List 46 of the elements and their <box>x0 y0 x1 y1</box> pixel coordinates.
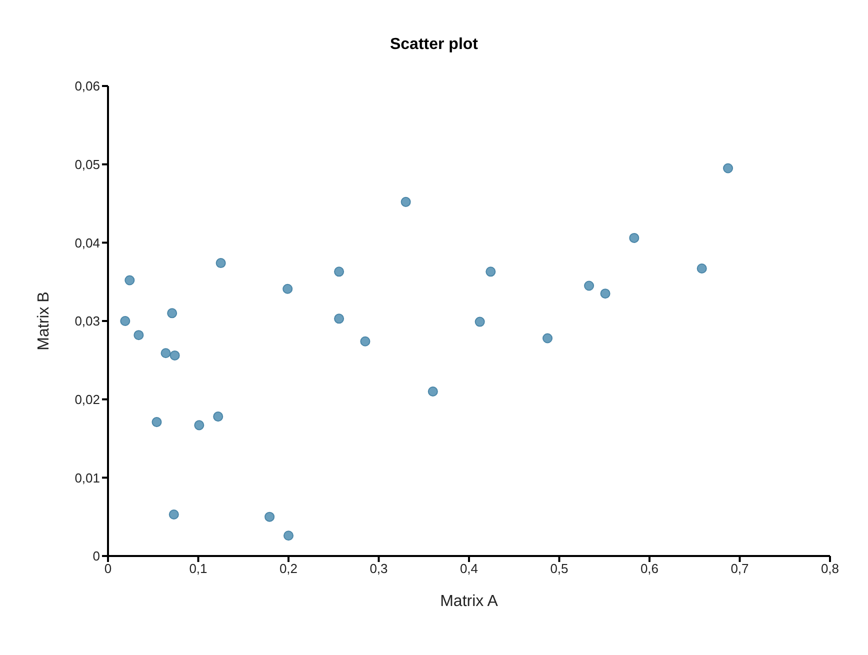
point <box>168 509 179 520</box>
y-tick-label: 0,06 <box>74 78 100 94</box>
point <box>629 232 640 243</box>
point <box>170 350 180 360</box>
x-tick-label: 0,1 <box>189 561 208 576</box>
x-tick-label: 0,4 <box>460 561 478 576</box>
x-tick-label: 0,3 <box>370 561 388 576</box>
point <box>334 314 344 324</box>
point <box>213 412 224 422</box>
y-tick-label: 0,05 <box>74 156 100 172</box>
point <box>264 512 275 522</box>
x-tick-label: 0,5 <box>550 561 568 576</box>
point <box>600 288 610 299</box>
point <box>696 264 707 274</box>
point <box>360 336 370 346</box>
chart-title: Scatter plot <box>388 35 479 55</box>
y-tick-label: 0,01 <box>74 470 100 486</box>
point <box>283 530 294 541</box>
point <box>282 284 293 294</box>
y-tick-label: 0,03 <box>74 314 100 329</box>
point <box>120 316 130 326</box>
y-tick-label: 0,04 <box>74 235 100 250</box>
point <box>134 330 144 340</box>
point <box>584 280 594 291</box>
y-tick-label: 0,02 <box>74 392 100 407</box>
point <box>160 348 171 358</box>
y-tick-label: 0 <box>92 548 100 564</box>
point <box>124 275 135 286</box>
point <box>474 316 485 327</box>
point <box>152 417 162 428</box>
point <box>216 258 226 268</box>
point <box>428 386 438 397</box>
x-tick-label: 0,7 <box>730 561 749 576</box>
point <box>167 308 178 318</box>
x-tick-label: 0,6 <box>640 561 659 576</box>
point <box>486 266 496 277</box>
x-tick-label: 0 <box>104 561 112 576</box>
x-axis-title: Matrix A <box>440 593 498 610</box>
x-tick-label: 0,8 <box>820 561 840 576</box>
y-axis-title: Matrix B <box>36 292 53 350</box>
point <box>194 420 204 430</box>
point <box>723 163 734 174</box>
point <box>542 333 553 344</box>
point <box>334 266 344 277</box>
point <box>400 196 411 207</box>
x-tick-label: 0,2 <box>279 561 298 576</box>
